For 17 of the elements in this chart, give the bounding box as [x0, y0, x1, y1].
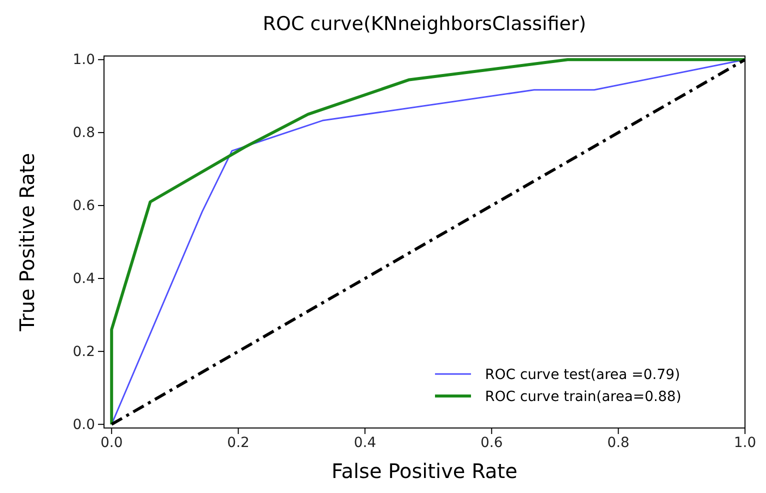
legend-label: ROC curve test(area =0.79) — [485, 367, 680, 383]
legend-label: ROC curve train(area=0.88) — [485, 389, 682, 405]
x-tick-label: 0.6 — [480, 434, 503, 451]
x-tick-label: 0.2 — [227, 434, 250, 451]
x-tick-label: 1.0 — [734, 434, 756, 451]
y-tick-label: 0.8 — [72, 125, 95, 142]
x-tick-label: 0.0 — [100, 434, 123, 451]
x-tick-label: 0.8 — [607, 434, 630, 451]
y-tick-label: 0.4 — [72, 270, 96, 287]
y-tick-label: 0.2 — [72, 344, 95, 360]
chart-title: ROC curve(KNneighborsClassifier) — [262, 13, 586, 35]
y-tick-label: 1.0 — [72, 52, 95, 68]
x-tick-label: 0.4 — [354, 434, 376, 451]
y-axis-title: True Positive Rate — [15, 152, 39, 332]
y-tick-label: 0.6 — [72, 198, 96, 214]
x-axis-title: False Positive Rate — [332, 459, 518, 483]
y-tick-label: 0.0 — [72, 416, 95, 433]
